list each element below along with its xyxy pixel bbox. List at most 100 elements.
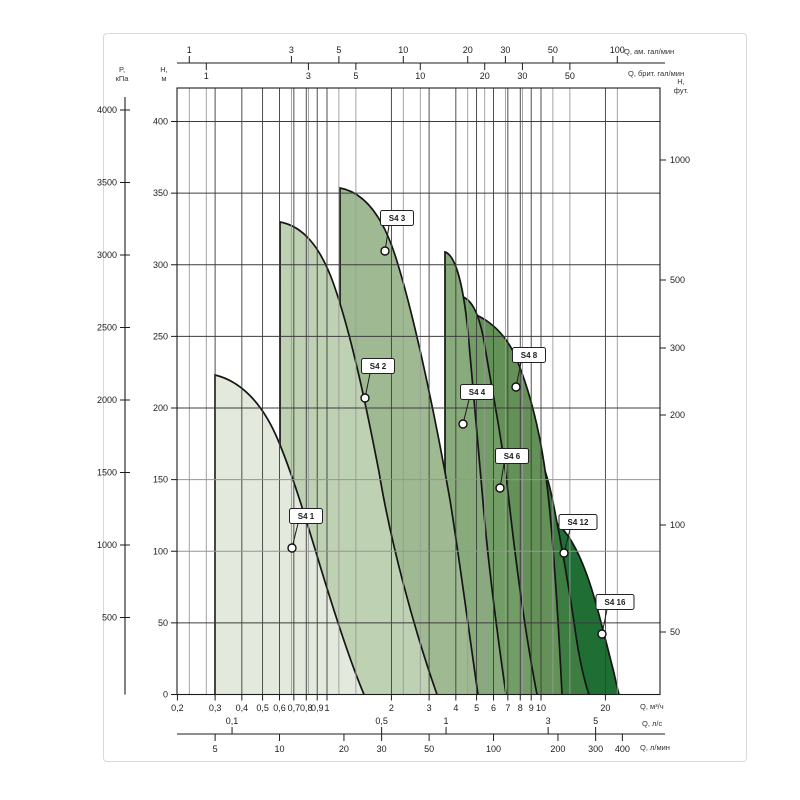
tick-m: 350 <box>153 188 168 198</box>
tick-ft: 500 <box>670 275 685 285</box>
tick-ls: 5 <box>593 716 598 726</box>
tick-m3h: 5 <box>474 703 479 713</box>
tick-m3h: 20 <box>600 703 610 713</box>
label-text-s4-8: S4 8 <box>521 351 538 360</box>
label-text-s4-2: S4 2 <box>370 362 387 371</box>
label-box-s4-4 <box>460 384 494 400</box>
curve-s4-16 <box>554 520 620 695</box>
tick-ft: 200 <box>670 410 685 420</box>
tick-usgpm: 10 <box>398 45 408 55</box>
label-text-s4-1: S4 1 <box>298 512 315 521</box>
tick-kpa: 3500 <box>97 178 117 188</box>
tick-lmin: 10 <box>275 744 285 754</box>
tick-ls: 1 <box>444 716 449 726</box>
tick-kpa: 2000 <box>97 395 117 405</box>
unit-imp-gpm: Q, брит. гал/мин <box>628 69 684 78</box>
tick-ls: 0,5 <box>375 716 388 726</box>
marker-s4-6 <box>495 483 505 493</box>
tick-lmin: 30 <box>377 744 387 754</box>
label-text-s4-12: S4 12 <box>568 518 589 527</box>
tick-kpa: 3000 <box>97 250 117 260</box>
tick-lmin: 100 <box>486 744 501 754</box>
tick-lmin: 300 <box>588 744 603 754</box>
tick-m3h: 6 <box>491 703 496 713</box>
tick-m3h: 0,5 <box>256 703 269 713</box>
tick-m3h: 4 <box>453 703 458 713</box>
tick-lmin: 50 <box>424 744 434 754</box>
unit-ls: Q, л/с <box>642 719 662 728</box>
tick-m: 250 <box>153 331 168 341</box>
tick-m: 0 <box>163 690 168 700</box>
axis-header-kpa: P, кПа <box>116 65 130 83</box>
tick-m3h: 0,4 <box>236 703 249 713</box>
right-axis-ft: 1000 500 300 200 100 50 <box>660 155 690 637</box>
label-box-s4-2 <box>361 358 395 374</box>
unit-us-gpm: Q, ам. гал/мин <box>624 47 674 56</box>
tick-m3h: 0,9 <box>311 703 324 713</box>
tick-ls: 0,1 <box>226 716 239 726</box>
unit-lmin: Q, л/мин <box>640 743 670 752</box>
tick-m: 50 <box>158 618 168 628</box>
tick-m3h: 0,3 <box>209 703 222 713</box>
tick-m: 400 <box>153 117 168 127</box>
axis-header-ft: H, фут. <box>674 77 689 95</box>
tick-m: 300 <box>153 260 168 270</box>
label-box-s4-16 <box>595 594 635 610</box>
top-axis: 1 3 5 10 20 30 50 100 1 3 5 10 20 30 50 Q, ам. гал/мин Q… <box>177 45 684 81</box>
marker-s4-8 <box>511 382 521 392</box>
tick-m3h: 1 <box>324 703 329 713</box>
left-axis-m: 400 350 300 250 200 150 100 50 0 <box>153 117 177 700</box>
label-box-s4-3 <box>380 210 414 226</box>
tick-kpa: 1000 <box>97 540 117 550</box>
tick-m3h: 0,8 <box>300 703 313 713</box>
curve-s4-8 <box>449 307 563 695</box>
tick-usgpm: 30 <box>500 45 510 55</box>
label-text-s4-3: S4 3 <box>389 214 406 223</box>
label-box-s4-8 <box>512 347 546 363</box>
marker-s4-2 <box>360 393 370 403</box>
tick-impgpm: 10 <box>415 71 425 81</box>
tick-m3h: 0,2 <box>171 703 184 713</box>
label-box-s4-1 <box>289 508 323 524</box>
tick-kpa: 2500 <box>97 323 117 333</box>
plot-border <box>176 87 661 696</box>
tick-lmin: 5 <box>213 744 218 754</box>
tick-m3h: 9 <box>529 703 534 713</box>
bottom-axis-ls-lmin: 0,1 0,5 1 3 5 5 10 20 30 50 100 200 300 400 Q, л/с Q, л… <box>177 716 670 754</box>
label-box-s4-6 <box>495 448 529 464</box>
marker-s4-12 <box>559 548 569 558</box>
tick-kpa: 4000 <box>97 105 117 115</box>
tick-m3h: 10 <box>536 703 546 713</box>
label-box-s4-12 <box>558 514 598 530</box>
tick-m: 200 <box>153 403 168 413</box>
tick-lmin: 20 <box>339 744 349 754</box>
tick-usgpm: 100 <box>610 45 625 55</box>
left-axis-kpa: 4000 3500 3000 2500 2000 1500 1000 500 <box>97 97 130 695</box>
tick-impgpm: 5 <box>353 71 358 81</box>
tick-usgpm: 3 <box>289 45 294 55</box>
tick-m3h: 7 <box>505 703 510 713</box>
tick-lmin: 200 <box>550 744 565 754</box>
curve-s4-3 <box>339 186 479 695</box>
envelope-regions <box>214 186 620 695</box>
marker-s4-1 <box>287 543 297 553</box>
tick-usgpm: 20 <box>463 45 473 55</box>
curve-s4-2 <box>279 220 438 695</box>
tick-usgpm: 5 <box>336 45 341 55</box>
tick-m3h: 3 <box>427 703 432 713</box>
label-text-s4-16: S4 16 <box>605 598 626 607</box>
gridlines <box>177 88 660 695</box>
label-text-s4-6: S4 6 <box>504 452 521 461</box>
tick-impgpm: 20 <box>480 71 490 81</box>
tick-ls: 3 <box>546 716 551 726</box>
marker-s4-3 <box>380 246 390 256</box>
tick-kpa: 1500 <box>97 468 117 478</box>
tick-usgpm: 50 <box>548 45 558 55</box>
axis-header-m: H, м <box>160 65 168 83</box>
curve-labels: S4 1 S4 2 S4 3 S4 4 S4 6 S4 8 S4 12 S4 16 <box>287 210 635 639</box>
tick-ft: 300 <box>670 343 685 353</box>
tick-m: 100 <box>153 546 168 556</box>
tick-kpa: 500 <box>102 613 117 623</box>
tick-m: 150 <box>153 475 168 485</box>
